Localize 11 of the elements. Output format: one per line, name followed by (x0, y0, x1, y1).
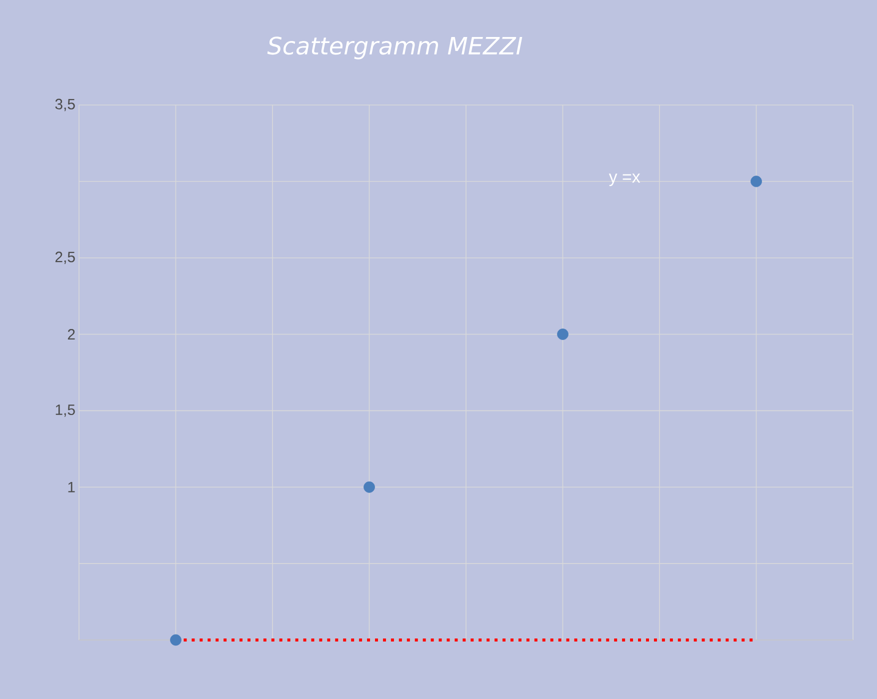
y-tick-label: 1 (68, 482, 75, 492)
y-tick-label: 2 (68, 329, 75, 340)
y-tick-label: 3,5 (55, 98, 75, 112)
point (750, 176, 762, 188)
point (170, 634, 182, 646)
point (364, 481, 375, 493)
point (557, 328, 568, 340)
y-tick-label: 1,5 (56, 404, 75, 417)
annotation: y =x (608, 174, 640, 186)
y-tick-label: 2,5 (55, 252, 75, 264)
chart-title: Scattergramm MEZZI (267, 36, 522, 60)
